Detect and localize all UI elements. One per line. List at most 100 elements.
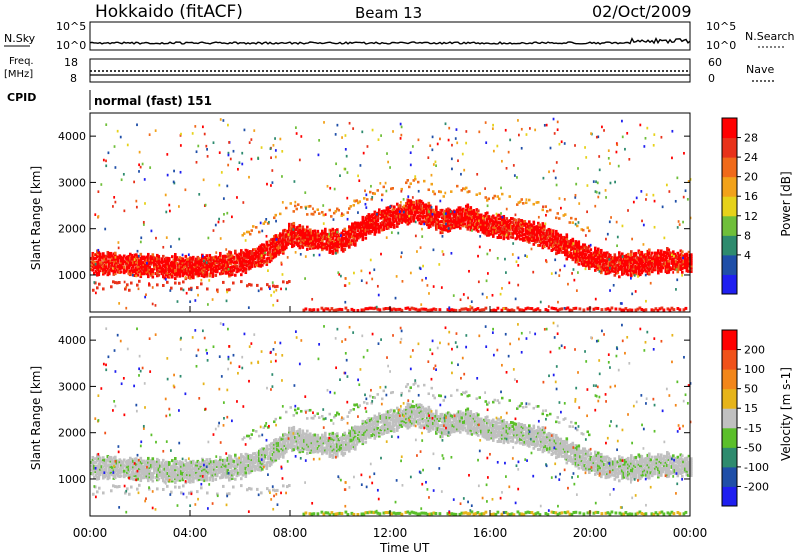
power-cell — [508, 219, 512, 223]
power-cell — [582, 248, 585, 252]
power-cell — [178, 259, 182, 263]
power-cell — [179, 134, 182, 137]
power-cell — [360, 223, 363, 227]
velocity-cell — [114, 476, 117, 480]
power-cell — [634, 261, 638, 265]
power-cell — [93, 262, 96, 266]
power-cell — [360, 221, 363, 225]
power-cell — [258, 245, 261, 249]
power-cell — [196, 270, 200, 274]
power-cell — [253, 251, 257, 255]
power-cell — [114, 251, 117, 255]
power-cell — [486, 215, 489, 219]
power-cell — [229, 271, 233, 275]
power-cell — [373, 225, 377, 229]
power-cell — [211, 258, 215, 262]
power-cell — [594, 306, 598, 310]
power-cell — [304, 243, 308, 247]
power-cell — [506, 308, 510, 312]
power-cell — [301, 236, 305, 240]
power-cell — [622, 258, 626, 262]
power-cell — [435, 209, 438, 213]
power-cell — [156, 272, 159, 276]
velocity-cell — [106, 475, 110, 479]
power-cell — [298, 231, 302, 235]
power-cell — [274, 234, 278, 238]
power-cell — [405, 211, 408, 215]
power-cell — [364, 307, 368, 311]
power-cell — [145, 255, 149, 259]
power-cell — [411, 208, 414, 212]
power-cell — [136, 273, 140, 277]
power-cell — [520, 233, 524, 237]
power-cell — [544, 242, 548, 246]
power-cell — [124, 287, 127, 291]
power-cell — [364, 231, 368, 235]
power-cell — [409, 216, 413, 220]
power-cell — [409, 204, 413, 208]
power-cell — [535, 234, 539, 238]
power-cell — [187, 261, 191, 265]
power-cell — [610, 306, 614, 310]
velocity-cell — [117, 470, 120, 474]
velocity-cell — [195, 476, 198, 480]
power-cell — [238, 262, 242, 266]
velocity-cell — [189, 480, 192, 484]
power-cell — [631, 263, 635, 267]
power-cell — [532, 270, 535, 274]
power-cell — [178, 270, 182, 274]
power-cell — [474, 224, 477, 228]
power-cell — [459, 208, 462, 212]
power-cell — [483, 214, 486, 218]
power-cell — [274, 137, 276, 140]
power-cell — [352, 226, 356, 230]
power-cell — [244, 248, 248, 252]
power-cell — [189, 276, 192, 280]
power-cell — [389, 166, 391, 169]
power-cell — [463, 213, 467, 217]
power-cell — [217, 220, 220, 224]
velocity-cell — [153, 460, 156, 464]
power-cell — [334, 242, 338, 246]
velocity-cell — [99, 458, 102, 462]
power-cell — [150, 229, 153, 233]
power-cell — [645, 260, 648, 264]
power-cell — [250, 265, 254, 269]
power-cell — [601, 253, 605, 257]
power-cell — [457, 159, 459, 163]
power-cell — [495, 224, 498, 228]
velocity-cell — [102, 465, 105, 469]
power-cell — [448, 223, 452, 227]
power-cell — [334, 234, 338, 238]
power-cell — [447, 229, 450, 233]
power-cell — [520, 146, 523, 150]
power-cell — [145, 270, 149, 274]
power-cell — [429, 219, 432, 223]
power-cell — [505, 233, 508, 237]
power-cell — [458, 308, 462, 312]
power-cell — [367, 231, 371, 235]
power-cell — [223, 262, 227, 266]
power-cell — [562, 247, 566, 251]
power-cell — [511, 217, 515, 221]
power-cell — [651, 270, 654, 274]
velocity-cell — [99, 465, 102, 469]
power-cell — [451, 143, 453, 147]
power-cell — [424, 218, 428, 222]
velocity-cell — [190, 464, 194, 468]
power-cell — [676, 262, 680, 266]
power-cell — [439, 227, 443, 231]
power-cell — [253, 257, 257, 261]
power-cell — [402, 213, 405, 217]
power-cell — [633, 270, 636, 274]
power-cell — [154, 259, 158, 263]
power-cell — [115, 259, 119, 263]
power-cell — [159, 269, 162, 273]
power-cell — [490, 308, 494, 312]
power-cell — [184, 271, 188, 275]
power-cell — [640, 250, 644, 254]
power-cell — [645, 258, 648, 262]
power-cell — [601, 262, 605, 266]
power-cell — [481, 221, 485, 225]
power-cell — [572, 268, 575, 271]
